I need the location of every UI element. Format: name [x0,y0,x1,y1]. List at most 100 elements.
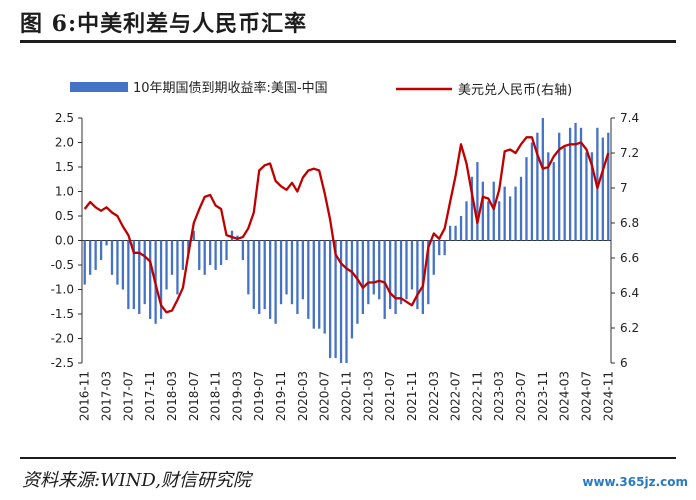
bar [132,240,135,310]
bar [492,181,495,241]
bar [503,186,506,241]
bar [508,196,512,241]
bar [416,240,419,310]
x-tick-label: 2022-07 [449,371,463,421]
bar [541,118,544,241]
bar [345,240,348,363]
x-tick-label: 2024-03 [558,371,572,421]
bar [230,230,234,241]
bar [94,240,97,270]
right-tick-label: 7 [620,181,628,195]
right-tick-label: 6.8 [620,216,639,230]
bar [448,225,452,241]
bar [498,201,501,241]
bar [99,240,103,261]
x-tick-label: 2023-11 [536,371,550,421]
bar [427,240,430,305]
x-tick-label: 2020-03 [296,371,310,421]
bar [263,240,266,310]
bar [89,240,92,275]
bar [170,240,174,275]
bar [176,240,179,295]
watermark-text: www.365jz.com [582,475,688,489]
figure-title: 图 6:中美利差与人民币汇率 [20,11,308,37]
right-tick-label: 7.2 [620,146,639,160]
right-tick-label: 6.4 [620,286,639,300]
bar [312,240,315,329]
x-tick-label: 2021-11 [405,371,419,421]
source-note: 资料来源:WIND,财信研究院 [22,470,251,491]
bar [105,240,108,246]
bar [258,240,261,314]
bar [579,127,583,241]
x-tick-label: 2018-11 [209,371,223,421]
bar [470,176,474,241]
bar [481,181,484,241]
bar [83,240,86,285]
bar [143,240,146,305]
bar [274,240,277,324]
right-tick-label: 6 [620,356,628,370]
bar [438,240,441,256]
left-tick-label: 0.5 [55,209,74,223]
bar [247,240,250,295]
bar [116,240,119,285]
bar [394,240,397,314]
x-tick-label: 2024-07 [579,371,593,421]
bar [487,201,490,241]
bar [301,240,305,300]
top-rule [20,40,676,43]
x-tick-label: 2021-07 [383,371,397,421]
bar [519,176,523,241]
bottom-rule [20,457,676,459]
right-tick-label: 7.4 [620,111,639,125]
x-tick-label: 2021-03 [361,371,375,421]
legend-bar-swatch [70,82,128,92]
x-tick-label: 2022-11 [470,371,484,421]
left-tick-label: -0.5 [51,258,74,272]
x-tick-label: 2016-11 [78,371,92,421]
right-tick-label: 6.6 [620,251,639,265]
bar [350,240,354,339]
line-series [83,136,610,314]
bar [372,240,375,295]
bar [203,240,206,275]
right-tick-label: 6.2 [620,321,639,335]
bar [296,240,299,314]
left-tick-label: 1.5 [55,160,74,174]
bar [328,240,332,359]
bar [127,240,130,310]
bar [214,240,217,270]
x-tick-label: 2023-07 [514,371,528,421]
left-tick-label: -2.0 [51,332,74,346]
bar [388,240,392,310]
bar [367,240,370,305]
bar [285,240,288,295]
bar [378,240,381,300]
x-tick-label: 2024-11 [601,371,615,421]
bar [192,230,195,241]
bar [110,240,114,275]
bar [165,240,168,290]
bar [269,240,272,319]
x-tick-label: 2022-03 [427,371,441,421]
bar [410,240,414,290]
bar [547,152,550,241]
bar [198,240,201,270]
bar [421,240,424,314]
bar [339,240,343,363]
left-tick-label: 0.0 [55,234,74,248]
chart-legend: 10年期国债到期收益率:美国-中国 美元兑人民币(右轴) [70,80,572,98]
x-tick-label: 2020-11 [340,371,354,421]
bar [219,240,223,265]
bar [443,240,446,256]
bar [459,216,463,241]
bar [121,240,125,290]
x-tick-label: 2019-03 [230,371,244,421]
x-tick-label: 2023-03 [492,371,506,421]
bar [290,240,294,305]
bar [334,240,337,359]
bar [590,152,594,241]
bar [558,132,561,241]
x-tick-label: 2017-03 [100,371,114,421]
